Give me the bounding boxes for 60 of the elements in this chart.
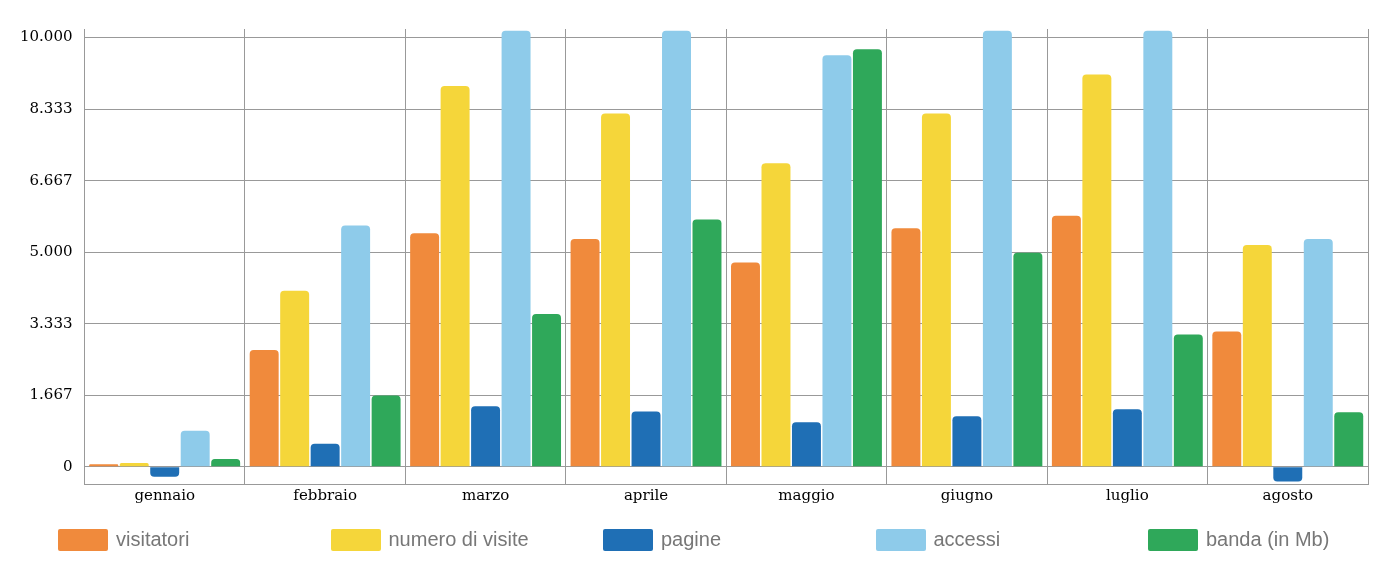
bar bbox=[249, 350, 279, 467]
bar bbox=[310, 443, 340, 467]
bar bbox=[371, 395, 401, 467]
bar bbox=[1303, 238, 1333, 467]
bar bbox=[1082, 74, 1112, 467]
bar bbox=[731, 262, 760, 467]
bar bbox=[410, 233, 440, 467]
y-tick-label: 6.667 bbox=[29, 170, 73, 189]
legend-label: banda (in Mb) bbox=[1206, 528, 1330, 551]
legend-label: pagine bbox=[661, 528, 722, 551]
bar bbox=[952, 416, 982, 467]
x-tick-label: aprile bbox=[623, 485, 669, 504]
bar bbox=[150, 467, 180, 477]
bar bbox=[1112, 409, 1142, 467]
bar bbox=[280, 290, 310, 467]
bar bbox=[89, 464, 119, 467]
y-tick-label: 3.333 bbox=[29, 313, 73, 332]
bar bbox=[1051, 215, 1081, 467]
bar bbox=[791, 422, 821, 467]
bar bbox=[921, 113, 951, 467]
bar bbox=[570, 238, 600, 467]
y-tick-label: 0 bbox=[62, 456, 73, 475]
bar bbox=[1212, 331, 1242, 467]
bar bbox=[180, 430, 210, 467]
bar bbox=[1334, 412, 1364, 467]
bar bbox=[211, 459, 241, 467]
x-tick-label: luglio bbox=[1106, 485, 1149, 504]
bar bbox=[822, 55, 852, 467]
bar bbox=[631, 411, 661, 467]
x-tick-label: marzo bbox=[461, 485, 510, 504]
x-tick-label: agosto bbox=[1262, 485, 1313, 504]
x-tick-label: giugno bbox=[940, 485, 994, 504]
y-tick-label: 1.667 bbox=[29, 385, 73, 404]
x-tick-label: maggio bbox=[778, 485, 835, 504]
bar bbox=[982, 30, 1012, 467]
x-tick-label: gennaio bbox=[134, 485, 195, 504]
legend-label: accessi bbox=[933, 528, 1001, 551]
y-tick-label: 10.000 bbox=[19, 27, 73, 46]
bar bbox=[1013, 252, 1043, 467]
bar bbox=[891, 228, 921, 467]
legend-label: visitatori bbox=[116, 528, 190, 551]
bar bbox=[692, 219, 722, 467]
y-tick-label: 5.000 bbox=[29, 242, 73, 261]
bar bbox=[532, 314, 562, 467]
bar bbox=[501, 30, 531, 467]
bar bbox=[601, 113, 631, 467]
bar bbox=[852, 49, 882, 467]
bar bbox=[1273, 467, 1303, 482]
bar bbox=[761, 163, 791, 467]
bar bbox=[1242, 244, 1272, 467]
x-tick-label: febbraio bbox=[293, 485, 357, 504]
legend-label: numero di visite bbox=[388, 528, 529, 551]
bar bbox=[1143, 30, 1173, 467]
bar bbox=[341, 225, 371, 467]
bar bbox=[1173, 334, 1203, 467]
y-tick-label: 8.333 bbox=[29, 99, 73, 118]
bar bbox=[471, 406, 501, 467]
bar bbox=[119, 462, 149, 467]
bar bbox=[440, 86, 470, 467]
bar bbox=[662, 30, 691, 467]
